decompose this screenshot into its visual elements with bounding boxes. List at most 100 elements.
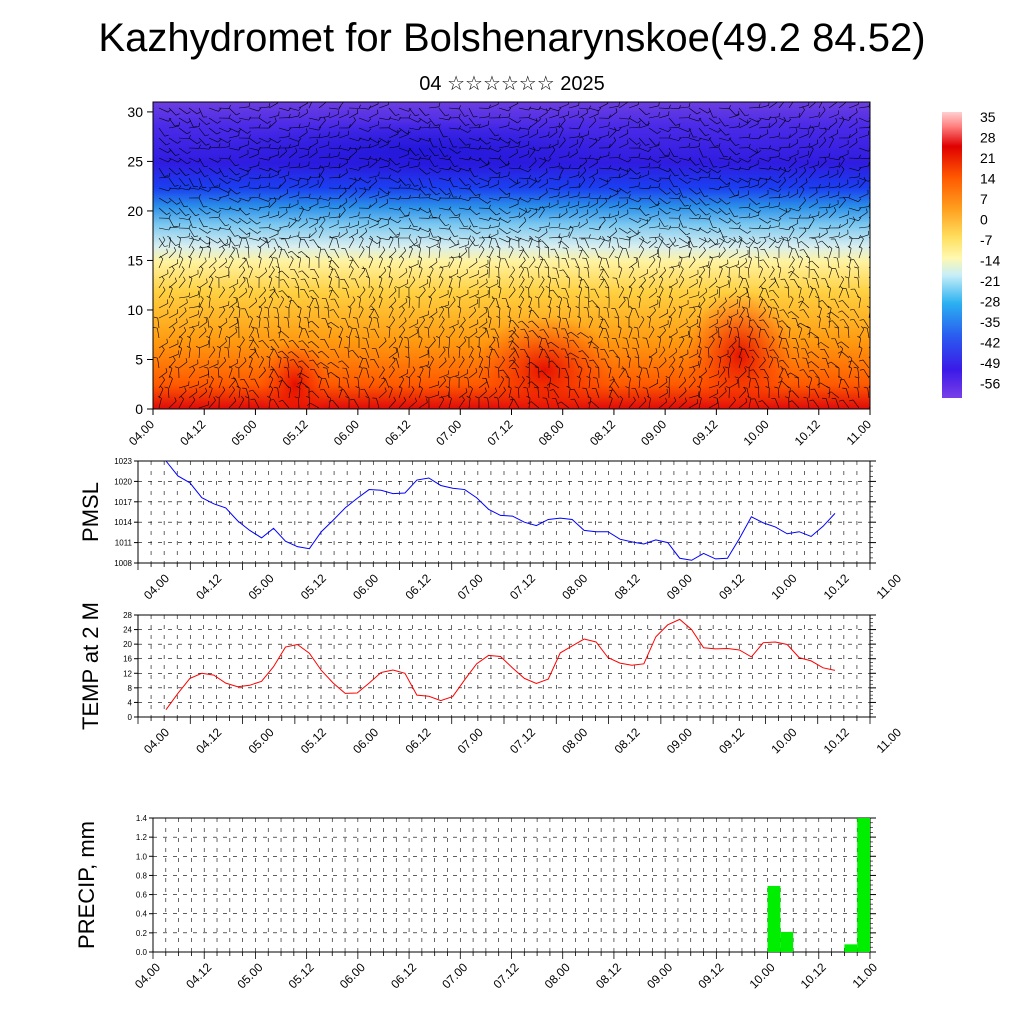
wind-barb bbox=[538, 182, 548, 189]
wind-barb-flag bbox=[195, 346, 200, 349]
wind-barb bbox=[237, 298, 240, 309]
wind-barb-flag bbox=[549, 389, 554, 391]
wind-barb-flag bbox=[826, 228, 828, 233]
wind-barb bbox=[678, 339, 685, 349]
wind-barb bbox=[488, 226, 499, 229]
wind-barb-flag bbox=[298, 138, 302, 142]
wind-barb-flag bbox=[658, 102, 660, 106]
wind-barb-flag bbox=[778, 112, 781, 117]
wind-barb-flag bbox=[695, 213, 700, 216]
wind-barb-flag bbox=[672, 356, 676, 361]
wind-barb-flag bbox=[355, 197, 357, 202]
wind-barb bbox=[298, 177, 309, 180]
wind-barb-flag bbox=[506, 163, 510, 166]
wind-barb bbox=[188, 338, 191, 349]
wind-barb bbox=[228, 389, 235, 399]
wind-barb bbox=[178, 322, 188, 329]
wind-barb bbox=[408, 197, 420, 199]
wind-barb-flag bbox=[206, 378, 208, 384]
wind-barb-flag bbox=[188, 224, 191, 229]
wind-barb bbox=[398, 127, 408, 135]
wind-barb-flag bbox=[348, 222, 351, 227]
wind-barb bbox=[348, 224, 359, 229]
wind-barb-flag bbox=[834, 326, 839, 329]
x-tick-label: 07.12 bbox=[507, 571, 538, 602]
wind-barb bbox=[788, 142, 798, 149]
wind-barb-flag bbox=[565, 276, 570, 279]
wind-barb-flag bbox=[636, 295, 641, 299]
wind-barb bbox=[388, 238, 394, 249]
wind-barb-flag bbox=[654, 246, 659, 249]
wind-barb bbox=[658, 167, 669, 173]
wind-barb bbox=[198, 137, 207, 146]
wind-barb-flag bbox=[174, 185, 179, 187]
wind-barb-flag bbox=[344, 346, 349, 349]
wind-barb bbox=[508, 308, 511, 319]
wind-barb-flag bbox=[546, 188, 548, 193]
wind-barb bbox=[728, 147, 737, 156]
wind-barb bbox=[278, 237, 289, 240]
wind-barb-flag bbox=[569, 339, 574, 342]
wind-barb-flag bbox=[756, 202, 761, 205]
wind-barb bbox=[303, 239, 310, 249]
wind-barb bbox=[788, 259, 795, 269]
wind-barb bbox=[198, 197, 204, 208]
wind-barb-flag bbox=[360, 235, 364, 240]
wind-barb bbox=[758, 268, 763, 279]
wind-barb bbox=[528, 227, 539, 232]
wind-barb-flag bbox=[346, 168, 348, 173]
wind-barb bbox=[338, 113, 349, 119]
wind-barb bbox=[774, 278, 780, 289]
wind-barb bbox=[808, 388, 811, 399]
wind-barb bbox=[518, 269, 524, 279]
wind-barb-flag bbox=[589, 335, 593, 339]
wind-barb bbox=[268, 102, 278, 109]
wind-barb bbox=[278, 378, 283, 389]
wind-barb bbox=[708, 268, 711, 279]
wind-barb bbox=[798, 181, 808, 189]
wind-barb bbox=[608, 111, 618, 119]
wind-barb bbox=[758, 310, 766, 319]
wind-barb-flag bbox=[281, 295, 285, 300]
wind-barb-flag bbox=[425, 114, 430, 116]
wind-barb-flag bbox=[219, 375, 223, 379]
wind-barb-flag bbox=[338, 163, 341, 168]
wind-barb bbox=[288, 194, 299, 199]
wind-barb-flag bbox=[457, 305, 462, 309]
wind-barb bbox=[158, 379, 165, 389]
wind-barb bbox=[728, 167, 739, 171]
wind-barb bbox=[258, 186, 269, 189]
wind-barb bbox=[368, 217, 379, 223]
wind-barb-flag bbox=[612, 237, 618, 239]
wind-barb bbox=[558, 194, 569, 199]
wind-barb bbox=[708, 242, 718, 249]
wind-barb bbox=[281, 331, 290, 339]
wind-barb-flag bbox=[611, 376, 615, 380]
wind-barb-flag bbox=[738, 235, 743, 239]
wind-barb bbox=[618, 289, 625, 299]
wind-barb bbox=[298, 258, 301, 269]
wind-barb bbox=[468, 237, 476, 247]
wind-barb-flag bbox=[599, 269, 604, 271]
wind-barb bbox=[588, 197, 599, 200]
wind-barb-flag bbox=[508, 330, 513, 333]
wind-barb-flag bbox=[813, 166, 816, 171]
wind-barb-flag bbox=[626, 235, 631, 239]
wind-barb-flag bbox=[704, 124, 709, 127]
wind-barb bbox=[168, 226, 179, 229]
wind-barb bbox=[625, 348, 630, 359]
wind-barb bbox=[208, 207, 218, 213]
wind-barb bbox=[228, 338, 230, 349]
x-tick-label: 06.12 bbox=[402, 725, 433, 756]
wind-barb-flag bbox=[317, 362, 321, 365]
wind-barb bbox=[378, 390, 387, 399]
wind-barb-flag bbox=[734, 287, 737, 292]
wind-barb bbox=[378, 143, 389, 149]
wind-barb-flag bbox=[528, 309, 533, 312]
wind-barb-flag bbox=[665, 243, 670, 246]
wind-barb bbox=[658, 114, 669, 119]
wind-barb bbox=[358, 117, 369, 122]
wind-barb-flag bbox=[837, 375, 842, 379]
wind-barb bbox=[524, 328, 530, 339]
wind-barb bbox=[728, 358, 732, 369]
